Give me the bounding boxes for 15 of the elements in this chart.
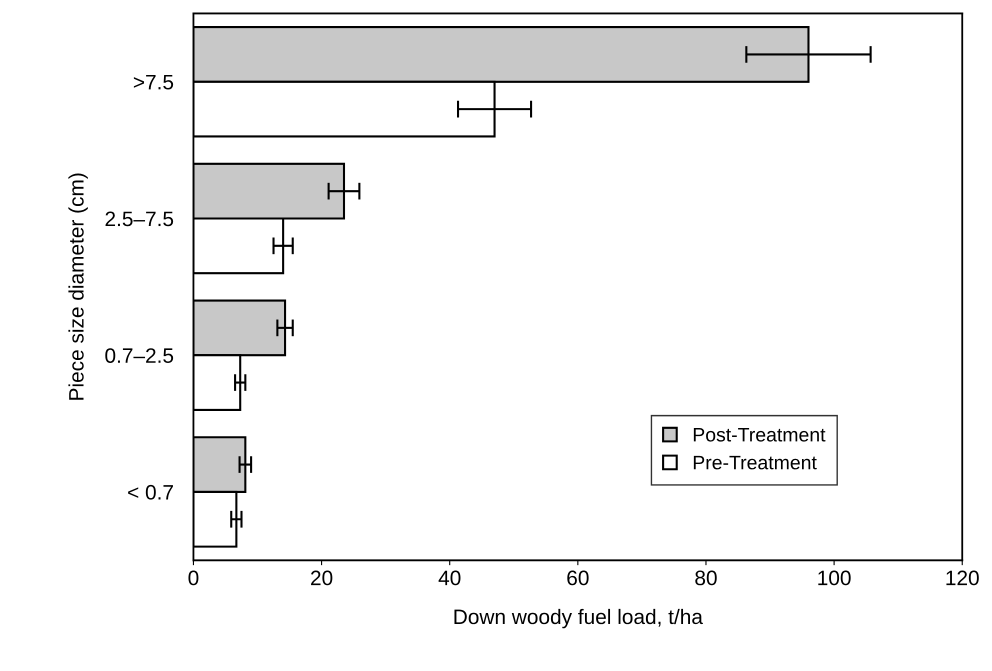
- x-tick-label: 120: [946, 570, 979, 586]
- y-tick-label: 2.5–7.5: [106, 211, 174, 226]
- x-tick-label: 20: [311, 570, 332, 586]
- x-tick-label: 0: [188, 570, 198, 586]
- y-tick-label: 0.7–2.5: [105, 348, 174, 363]
- legend-label: Pre-Treatment: [694, 456, 817, 470]
- x-tick-label: 100: [818, 570, 851, 586]
- legend-label: Post-Treatment: [694, 428, 826, 442]
- y-axis-title: Piece size diameter (cm): [68, 174, 88, 400]
- x-tick-label: 40: [438, 570, 460, 586]
- y-tick-label: >7.5: [134, 74, 174, 90]
- x-axis-title: Down woody fuel load, t/ha: [454, 608, 703, 628]
- x-tick-label: 60: [567, 570, 589, 586]
- y-tick-label: < 0.7: [128, 484, 173, 500]
- x-tick-label: 80: [695, 570, 717, 586]
